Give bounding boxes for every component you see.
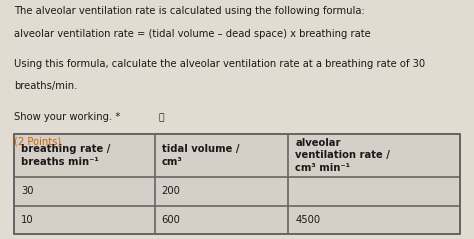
Text: 📷: 📷 [159,114,164,123]
Text: 30: 30 [21,186,34,196]
Text: breathing rate /
breaths min⁻¹: breathing rate / breaths min⁻¹ [21,144,111,167]
Text: 200: 200 [162,186,181,196]
Text: (2 Points): (2 Points) [14,136,62,146]
Bar [14,134,460,234]
Text: alveolar ventilation rate = (tidal volume – dead space) x breathing rate: alveolar ventilation rate = (tidal volum… [14,29,371,39]
Text: 600: 600 [162,215,181,225]
Text: Using this formula, calculate the alveolar ventilation rate at a breathing rate : Using this formula, calculate the alveol… [14,59,425,69]
Text: Show your working. *: Show your working. * [14,112,120,122]
Text: 10: 10 [21,215,34,225]
Text: alveolar
ventilation rate /
cm³ min⁻¹: alveolar ventilation rate / cm³ min⁻¹ [295,138,390,173]
Text: breaths/min.: breaths/min. [14,81,78,91]
Text: tidal volume /
cm³: tidal volume / cm³ [162,144,239,167]
Text: 4500: 4500 [295,215,320,225]
Text: The alveolar ventilation rate is calculated using the following formula:: The alveolar ventilation rate is calcula… [14,6,365,16]
